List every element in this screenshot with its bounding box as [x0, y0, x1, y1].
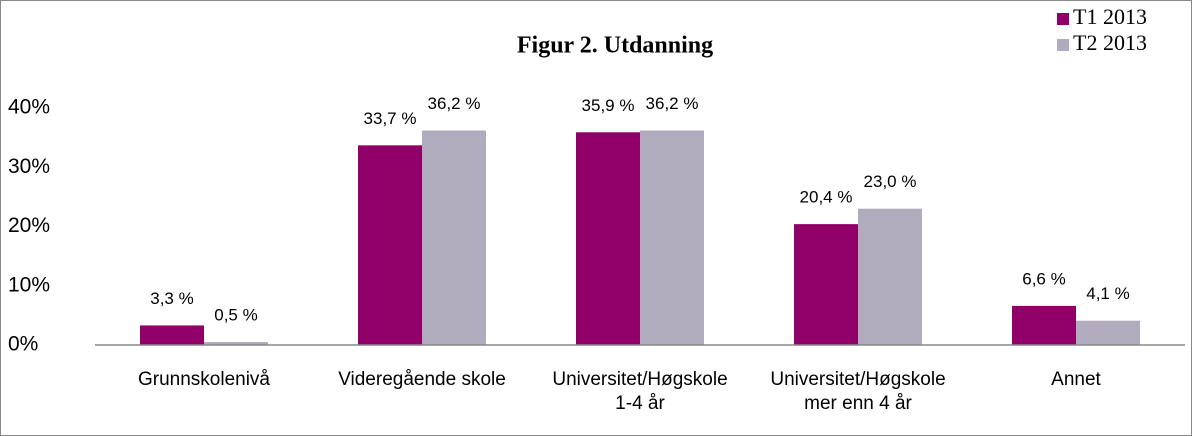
bar: [422, 130, 486, 345]
legend-label: T2 2013: [1073, 30, 1147, 55]
value-label: 33,7 %: [364, 109, 417, 128]
bar: [204, 342, 268, 345]
x-tick-label: Grunnskolenivå: [138, 369, 270, 390]
y-tick-label: 0%: [8, 333, 38, 356]
bar: [858, 208, 922, 345]
value-label: 4,1 %: [1086, 284, 1129, 303]
x-tick-label: Videregående skole: [338, 369, 506, 390]
bar: [358, 145, 422, 345]
y-tick-label: 20%: [8, 214, 50, 237]
bar: [794, 224, 858, 345]
y-tick-label: 10%: [8, 273, 50, 296]
value-label: 0,5 %: [214, 306, 257, 325]
y-tick-label: 30%: [8, 155, 50, 178]
bar: [140, 325, 204, 345]
y-tick-label: 40%: [8, 96, 50, 119]
value-label: 6,6 %: [1022, 269, 1065, 288]
bar: [576, 132, 640, 345]
x-tick-label: Universitet/Høgskole mer enn 4 år: [770, 369, 945, 414]
value-label: 3,3 %: [150, 289, 193, 308]
x-tick-label: Annet: [1051, 369, 1101, 390]
value-label: 35,9 %: [582, 96, 635, 115]
chart-title: Figur 2. Utdanning: [517, 33, 713, 59]
value-label: 36,2 %: [646, 94, 699, 113]
value-label: 36,2 %: [428, 94, 481, 113]
legend-swatch: [1057, 39, 1069, 51]
bar: [640, 130, 704, 345]
bar: [1012, 305, 1076, 345]
bar: [1076, 320, 1140, 345]
value-label: 20,4 %: [800, 188, 853, 207]
legend-swatch: [1057, 13, 1069, 25]
legend-label: T1 2013: [1073, 4, 1147, 29]
x-tick-label: Universitet/Høgskole 1-4 år: [552, 369, 727, 414]
value-label: 23,0 %: [864, 172, 917, 191]
